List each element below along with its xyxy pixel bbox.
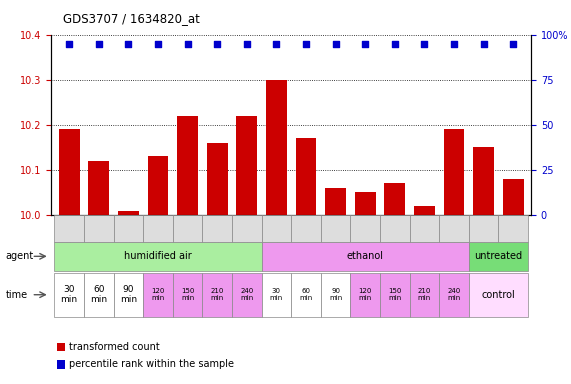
Bar (207, 143, 228, 384)
Text: 150
min: 150 min (181, 288, 194, 301)
Text: 60
min: 60 min (90, 285, 107, 305)
Text: 240
min: 240 min (448, 288, 461, 301)
Point (242, 41, 251, 47)
Point (479, 41, 488, 47)
Text: 90
min: 90 min (329, 288, 342, 301)
Text: 60
min: 60 min (299, 288, 313, 301)
Point (94, 41, 103, 47)
Bar (325, 188, 346, 384)
Bar (296, 138, 316, 384)
Point (331, 41, 340, 47)
Point (420, 41, 429, 47)
Point (154, 41, 163, 47)
Text: 90
min: 90 min (120, 285, 137, 305)
Point (183, 41, 192, 47)
Bar (89, 161, 109, 384)
Point (449, 41, 459, 47)
Bar (148, 156, 168, 384)
Text: 210
min: 210 min (418, 288, 431, 301)
Text: untreated: untreated (475, 251, 522, 262)
Text: 120
min: 120 min (359, 288, 372, 301)
Text: percentile rank within the sample: percentile rank within the sample (69, 359, 234, 369)
Point (509, 41, 518, 47)
Bar (236, 116, 257, 384)
Text: GDS3707 / 1634820_at: GDS3707 / 1634820_at (63, 12, 200, 25)
Bar (503, 179, 524, 384)
Point (301, 41, 311, 47)
Bar (177, 116, 198, 384)
Text: transformed count: transformed count (69, 342, 159, 352)
Text: 150
min: 150 min (388, 288, 401, 301)
Text: 30
min: 30 min (61, 285, 78, 305)
Bar (414, 206, 435, 384)
Text: ethanol: ethanol (347, 251, 384, 262)
Point (124, 41, 133, 47)
Text: 120
min: 120 min (151, 288, 164, 301)
Bar (384, 184, 405, 384)
Point (65, 41, 74, 47)
Text: time: time (6, 290, 28, 300)
Bar (59, 129, 79, 384)
Bar (266, 80, 287, 384)
Text: 240
min: 240 min (240, 288, 254, 301)
Bar (444, 129, 464, 384)
Text: agent: agent (6, 251, 34, 262)
Point (212, 41, 222, 47)
Text: 30
min: 30 min (270, 288, 283, 301)
Bar (473, 147, 494, 384)
Point (390, 41, 399, 47)
Bar (118, 210, 139, 384)
Text: humidified air: humidified air (124, 251, 192, 262)
Text: 210
min: 210 min (211, 288, 224, 301)
Point (272, 41, 281, 47)
Bar (355, 192, 376, 384)
Point (361, 41, 370, 47)
Text: control: control (481, 290, 516, 300)
